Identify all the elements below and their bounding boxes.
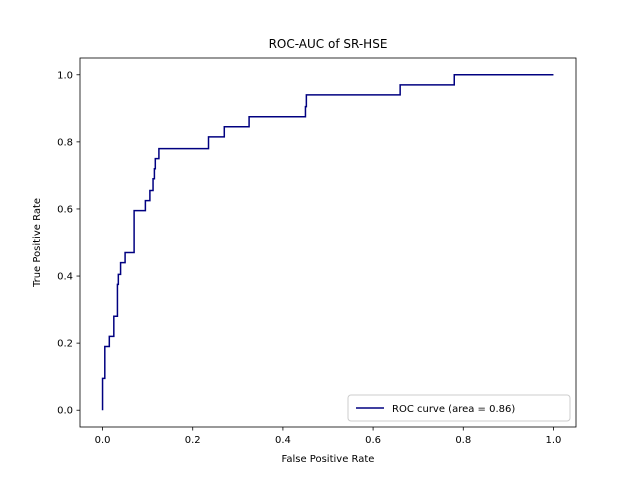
x-tick-label: 0.8 [455, 435, 471, 446]
y-tick-label: 0.8 [57, 137, 73, 148]
legend-box [347, 394, 571, 422]
y-tick-label: 0.4 [57, 272, 73, 283]
x-tick-label: 0.6 [365, 435, 381, 446]
y-tick-label: 0.2 [57, 339, 73, 350]
plot-area: 0.0 0.2 0.4 0.6 0.8 1.0 0.0 0.2 0.4 0.6 0.8 1.0 [57, 57, 577, 446]
plot-frame [79, 57, 577, 428]
x-tick-label: 0.4 [275, 435, 291, 446]
roc-curve-line [101, 74, 554, 411]
y-tick-label: 0.6 [57, 204, 73, 215]
legend-label: ROC curve (area = 0.86) [392, 404, 515, 415]
x-tick-label: 0.0 [95, 435, 111, 446]
y-tick-label: 1.0 [57, 70, 73, 81]
x-tick-label: 0.2 [185, 435, 201, 446]
x-tick-label: 1.0 [546, 435, 562, 446]
legend: ROC curve (area = 0.86) [347, 394, 571, 422]
y-axis-label: True Positive Rate [32, 198, 43, 288]
x-axis-label: False Positive Rate [282, 454, 375, 465]
chart-title: ROC-AUC of SR-HSE [269, 37, 388, 51]
y-tick-label: 0.0 [57, 406, 73, 417]
